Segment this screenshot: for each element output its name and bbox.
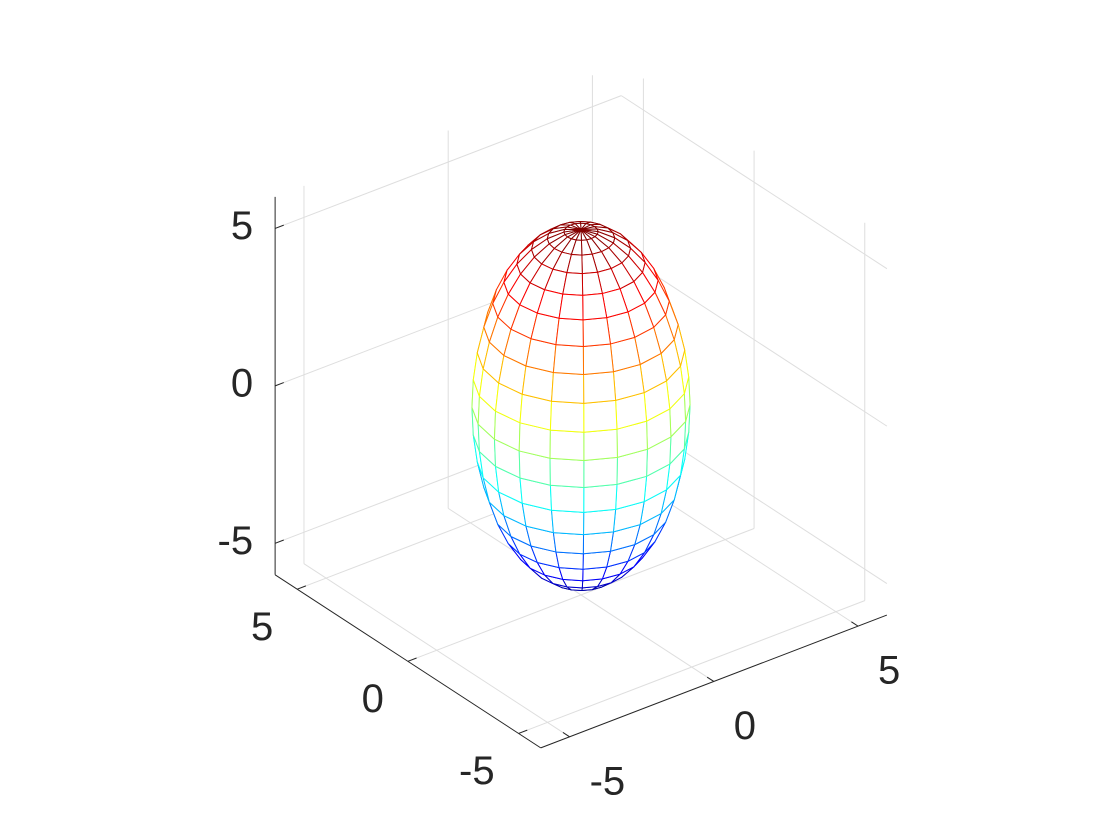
mesh-cell bbox=[551, 372, 585, 404]
mesh-cell bbox=[583, 428, 618, 462]
grid-line bbox=[518, 600, 865, 734]
mesh-cell bbox=[582, 550, 611, 570]
grid-line bbox=[620, 95, 888, 270]
grid-line bbox=[620, 252, 888, 427]
z-tick bbox=[274, 224, 284, 229]
mesh-cell bbox=[552, 344, 585, 376]
mesh-cell bbox=[549, 429, 585, 462]
grid-line bbox=[274, 95, 622, 229]
grid-line bbox=[407, 528, 755, 662]
surface bbox=[471, 220, 691, 592]
x-tick-label: 0 bbox=[734, 704, 756, 748]
mesh-cell bbox=[551, 509, 585, 536]
mesh-cell bbox=[555, 317, 584, 347]
z-tick-label: 5 bbox=[231, 204, 253, 248]
mesh-cell bbox=[583, 371, 617, 404]
y-tick-label: 5 bbox=[251, 605, 273, 649]
x-tick bbox=[851, 621, 859, 627]
axes: -5 0 5 -5 0 5 -5 0 5 bbox=[218, 196, 900, 803]
mesh-cell bbox=[583, 508, 617, 536]
y-tick-label: -5 bbox=[459, 749, 495, 793]
z-tick bbox=[274, 539, 284, 544]
y-tick bbox=[518, 729, 528, 734]
mesh-cell bbox=[583, 483, 618, 513]
mesh-cell bbox=[583, 399, 618, 433]
mesh-cell bbox=[582, 343, 614, 376]
mesh-cell bbox=[582, 293, 608, 321]
mesh-cell bbox=[582, 531, 614, 555]
mesh-cell bbox=[583, 456, 618, 488]
z-tick-label: -5 bbox=[218, 519, 254, 563]
x-tick-label: 5 bbox=[878, 649, 900, 693]
mesh-cell bbox=[549, 400, 585, 433]
mesh-cell bbox=[558, 567, 584, 582]
mesh-cell bbox=[549, 484, 585, 513]
mesh-cell bbox=[562, 272, 584, 296]
x-tick-label: -5 bbox=[590, 759, 626, 803]
z-tick bbox=[274, 382, 284, 387]
x-tick bbox=[706, 676, 715, 682]
y-tick bbox=[297, 585, 307, 590]
x-tick bbox=[562, 732, 570, 738]
z-tick-label: 0 bbox=[231, 361, 253, 405]
y-tick-label: 0 bbox=[362, 677, 384, 721]
mesh-cell bbox=[558, 293, 584, 321]
y-tick bbox=[407, 657, 417, 662]
mesh-cell bbox=[555, 551, 584, 570]
mesh-cell bbox=[552, 532, 585, 555]
mesh-cell bbox=[549, 457, 585, 488]
mesh-cell bbox=[582, 317, 611, 347]
